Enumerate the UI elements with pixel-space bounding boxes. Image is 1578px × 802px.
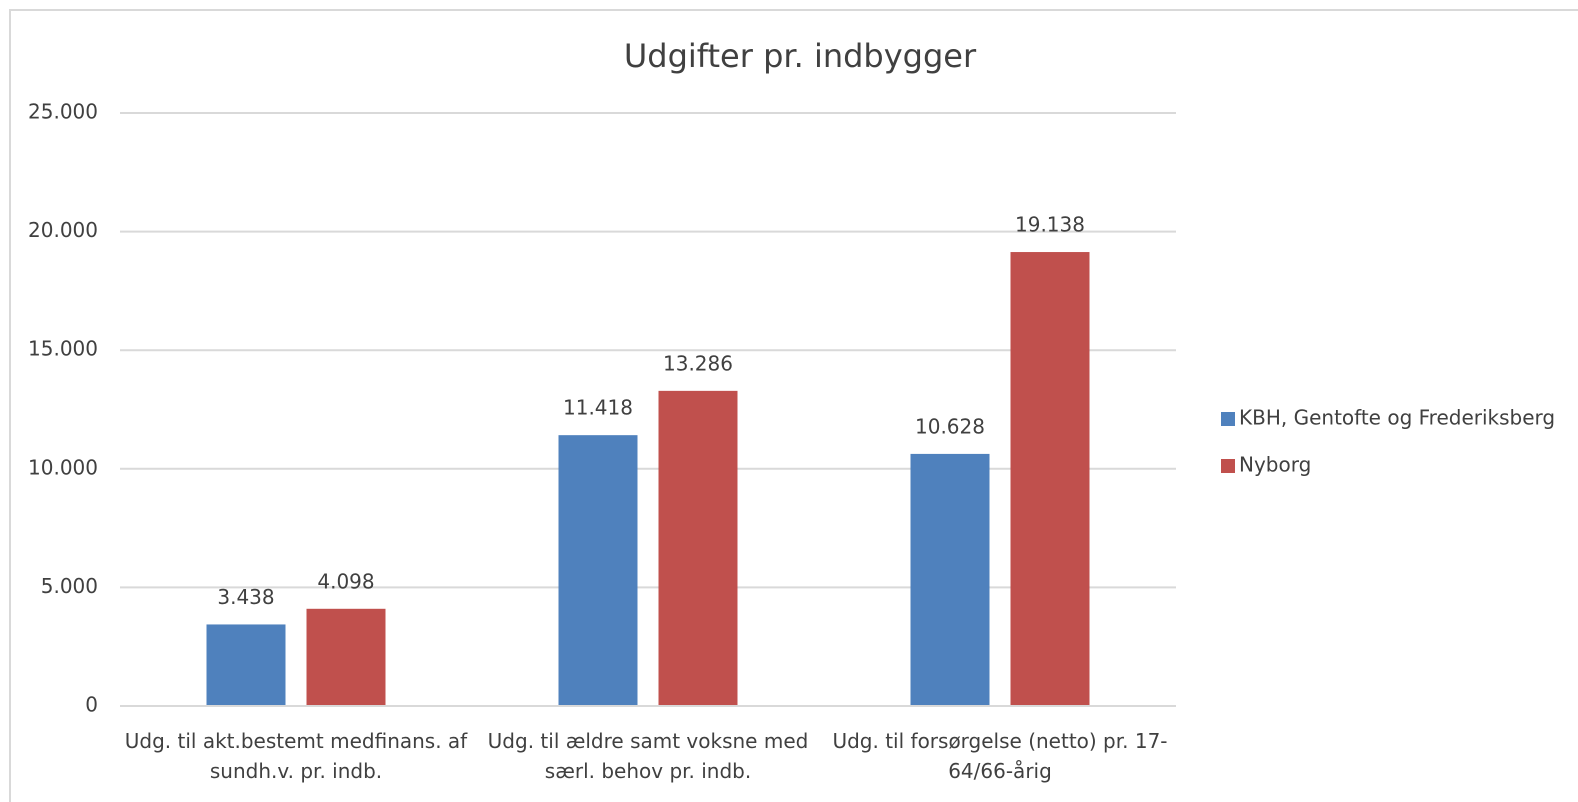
y-tick-label: 25.000 (28, 100, 98, 124)
bar (558, 435, 638, 706)
bar (206, 624, 286, 706)
data-label: 4.098 (317, 569, 374, 593)
x-tick-label: Udg. til akt.bestemt medfinans. af sundh… (124, 729, 468, 783)
legend-label: Nyborg (1239, 453, 1311, 477)
y-tick-label: 15.000 (28, 337, 98, 361)
x-tick-label: Udg. til ældre samt voksne med særl. beh… (487, 729, 809, 783)
y-tick-label: 0 (85, 693, 98, 717)
legend-swatch (1221, 412, 1235, 426)
data-label: 3.438 (217, 585, 274, 609)
y-tick-label: 5.000 (41, 574, 98, 598)
bar (910, 453, 990, 706)
y-tick-label: 20.000 (28, 218, 98, 242)
data-label: 11.418 (563, 396, 633, 420)
chart-title: Udgifter pr. indbygger (624, 37, 977, 75)
bar (1010, 252, 1090, 707)
y-tick-label: 10.000 (28, 455, 98, 479)
legend-label: KBH, Gentofte og Frederiksberg (1239, 406, 1555, 430)
bar (658, 390, 738, 706)
data-label: 13.286 (663, 351, 733, 375)
bar (306, 608, 386, 706)
x-tick-label: Udg. til forsørgelse (netto) pr. 17-64/6… (832, 729, 1168, 783)
data-label: 19.138 (1015, 213, 1085, 237)
legend-swatch (1221, 459, 1235, 473)
data-label: 10.628 (915, 414, 985, 438)
